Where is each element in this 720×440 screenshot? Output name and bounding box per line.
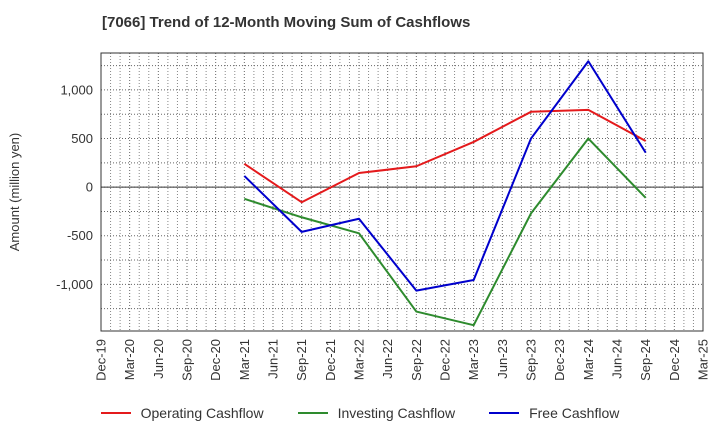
- y-tick-labels: 1,000 500 0 -500 -1,000: [56, 82, 93, 291]
- x-tick-label: Jun-24: [610, 339, 625, 379]
- legend-item: Operating Cashflow: [100, 405, 264, 421]
- plot-frame: [100, 52, 704, 332]
- legend-item: Investing Cashflow: [297, 405, 456, 421]
- legend-label: Investing Cashflow: [337, 405, 456, 421]
- x-tick-label: Mar-24: [581, 339, 596, 380]
- x-tick-label: Mar-20: [122, 339, 137, 380]
- series-layer: [243, 60, 647, 327]
- x-tick-label: Jun-23: [495, 339, 510, 379]
- x-tick-label: Dec-24: [667, 339, 682, 381]
- x-tick-label: Mar-21: [237, 339, 252, 380]
- y-tick-label: 500: [71, 131, 93, 146]
- x-tick-label: Dec-22: [438, 339, 453, 381]
- series-line-free-cashflow: [243, 60, 647, 292]
- x-tick-label: Dec-19: [94, 339, 109, 381]
- x-tick-label: Sep-21: [294, 339, 309, 381]
- legend: Operating Cashflow Investing Cashflow Free…: [0, 405, 720, 421]
- y-axis-label: Amount (million yen): [7, 133, 22, 252]
- x-tick-label: Jun-20: [151, 339, 166, 379]
- y-tick-label: -1,000: [56, 277, 93, 292]
- legend-swatch: [489, 412, 520, 414]
- chart-title: [7066] Trend of 12-Month Moving Sum of C…: [102, 14, 471, 31]
- grid-lines: [100, 53, 704, 331]
- y-tick-label: -500: [67, 228, 93, 243]
- x-tick-label: Mar-25: [696, 339, 711, 380]
- legend-label: Operating Cashflow: [140, 405, 264, 421]
- x-tick-labels: Dec-19 Mar-20 Jun-20 Sep-20 Dec-20 Mar-21 Jun-…: [94, 339, 711, 381]
- x-tick-label: Dec-21: [323, 339, 338, 381]
- legend-label: Free Cashflow: [529, 405, 620, 421]
- x-tick-label: Jun-22: [380, 339, 395, 379]
- series-line-investing-cashflow: [244, 137, 647, 327]
- x-tick-label: Sep-22: [409, 339, 424, 381]
- legend-swatch: [297, 412, 328, 414]
- legend-swatch: [100, 412, 131, 414]
- y-tick-label: 0: [86, 180, 93, 195]
- x-tick-label: Mar-23: [466, 339, 481, 380]
- x-tick-label: Sep-24: [638, 339, 653, 381]
- x-tick-label: Sep-20: [180, 339, 195, 381]
- series-line-operating-cashflow: [243, 108, 647, 204]
- x-tick-label: Mar-22: [352, 339, 367, 380]
- legend-item: Free Cashflow: [489, 405, 619, 421]
- x-tick-label: Sep-23: [524, 339, 539, 381]
- x-tick-label: Dec-23: [552, 339, 567, 381]
- x-tick-label: Jun-21: [266, 339, 281, 379]
- y-tick-label: 1,000: [60, 82, 93, 97]
- x-tick-label: Dec-20: [208, 339, 223, 381]
